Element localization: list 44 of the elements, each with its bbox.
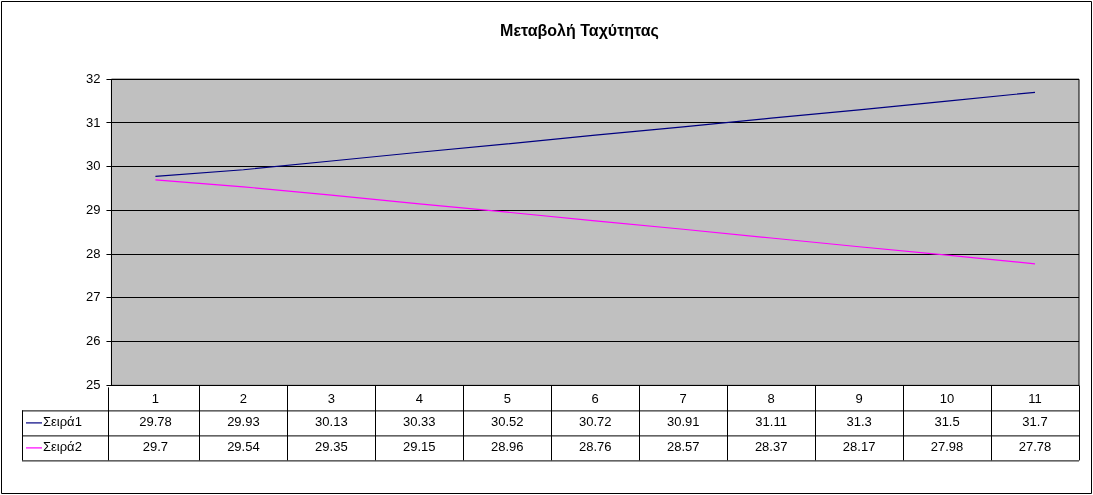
x-tick-label: 3: [327, 390, 335, 406]
data-label: 30.91: [666, 414, 700, 430]
data-label: 30.72: [578, 414, 612, 430]
data-label: 27.98: [930, 439, 964, 455]
y-tick-label: 31: [85, 114, 101, 130]
y-tick-label: 29: [85, 202, 101, 218]
x-tick-label: 6: [591, 390, 599, 406]
data-label: 28.17: [842, 439, 876, 455]
data-label: 29.15: [403, 439, 436, 455]
x-tick-label: 4: [415, 390, 423, 406]
data-label: 28.96: [491, 439, 524, 455]
data-label: 31.7: [1022, 414, 1048, 430]
data-label: 31.3: [846, 414, 872, 430]
data-label: 29.7: [142, 439, 169, 455]
x-tick-label: 2: [239, 390, 248, 406]
data-label: 31.11: [755, 414, 787, 430]
x-tick-label: 5: [503, 390, 511, 406]
data-label: 29.78: [139, 414, 172, 430]
legend-label: Σειρά1: [43, 414, 82, 430]
data-label: 28.76: [578, 439, 612, 455]
x-tick-label: 9: [855, 390, 863, 406]
y-tick-label: 25: [85, 376, 101, 392]
data-label: 30.13: [315, 414, 348, 430]
x-tick-label: 1: [151, 390, 160, 406]
data-label: 30.33: [403, 414, 436, 430]
x-tick-label: 7: [679, 390, 687, 406]
y-tick-label: 27: [85, 289, 101, 305]
data-label: 29.54: [227, 439, 260, 455]
data-label: 29.93: [227, 414, 260, 430]
data-label: 30.52: [491, 414, 524, 430]
data-label: 29.35: [315, 439, 348, 455]
x-tick-label: 10: [939, 390, 955, 406]
data-label: 31.5: [934, 414, 960, 430]
y-tick-label: 32: [85, 70, 101, 86]
data-label: 28.57: [666, 439, 700, 455]
chart-title: Μεταβολή Ταχύτητας: [500, 22, 659, 41]
data-label: 27.78: [1018, 439, 1052, 455]
y-tick-label: 30: [85, 158, 101, 174]
legend-label: Σειρά2: [43, 439, 82, 455]
x-tick-label: 8: [767, 390, 775, 406]
data-label: 28.37: [754, 439, 788, 455]
y-tick-label: 26: [85, 333, 101, 349]
y-tick-label: 28: [85, 245, 101, 261]
x-tick-label: 11: [1028, 390, 1042, 406]
